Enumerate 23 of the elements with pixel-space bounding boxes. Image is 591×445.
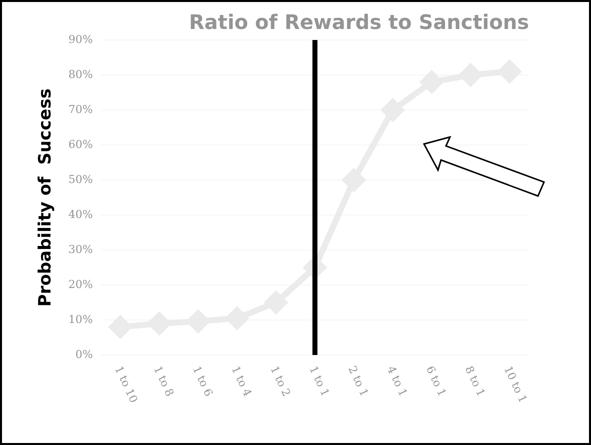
y-axis-title: Probability of Success bbox=[36, 88, 56, 307]
y-tick-label: 40% bbox=[68, 208, 93, 221]
y-tick-label: 20% bbox=[68, 278, 93, 291]
x-tick-label: 2 to 1 bbox=[346, 364, 371, 399]
y-tick-label: 90% bbox=[68, 32, 93, 46]
x-tick-label: 1 to 10 bbox=[112, 364, 140, 405]
y-tick-label: 60% bbox=[68, 138, 93, 151]
y-tick-label: 10% bbox=[68, 312, 93, 326]
x-tick-label: 10 to 1 bbox=[501, 364, 530, 405]
y-tick-label: 80% bbox=[68, 68, 93, 81]
y-tick-label: 50% bbox=[68, 172, 93, 186]
y-tick-label: 30% bbox=[68, 242, 93, 256]
x-tick-label: 1 to 4 bbox=[228, 364, 254, 399]
x-tick-label: 8 to 1 bbox=[462, 364, 488, 399]
chart-title: Ratio of Rewards to Sanctions bbox=[189, 10, 529, 34]
x-tick-label: 1 to 8 bbox=[150, 364, 176, 399]
x-tick-label: 6 to 1 bbox=[423, 364, 449, 399]
x-tick-label: 1 to 2 bbox=[268, 364, 294, 399]
y-tick-label: 70% bbox=[68, 102, 93, 116]
x-tick-label: 4 to 1 bbox=[384, 364, 410, 399]
y-tick-label: 0% bbox=[75, 348, 93, 361]
x-tick-label: 1 to 6 bbox=[190, 364, 216, 399]
x-tick-label: 1 to 1 bbox=[306, 364, 332, 399]
